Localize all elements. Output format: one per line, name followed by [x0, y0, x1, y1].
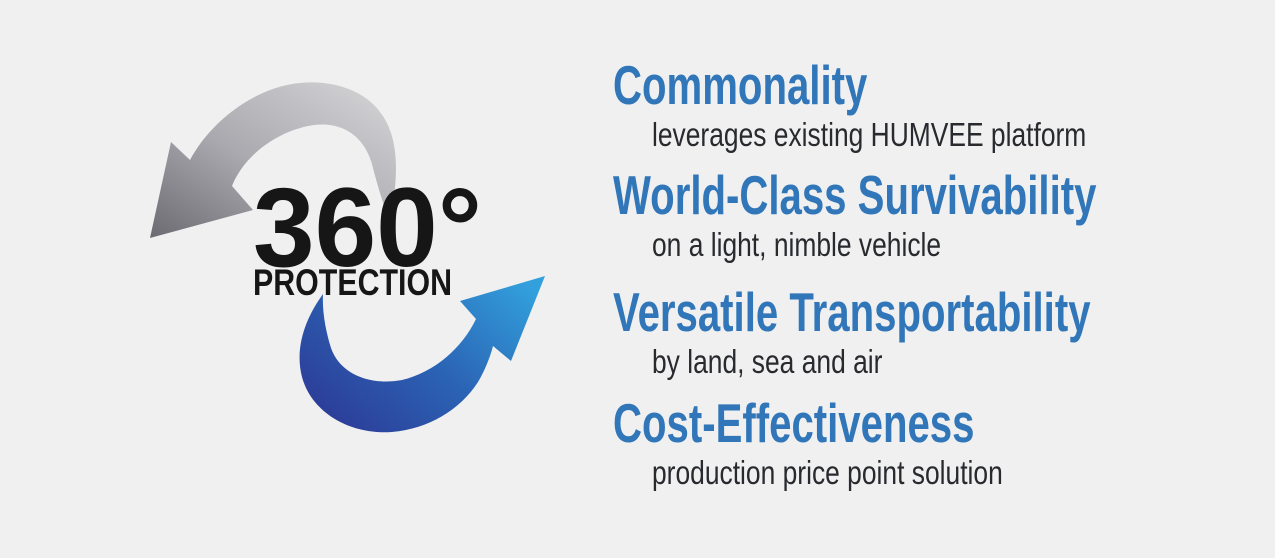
feature-title: Versatile Transportability [613, 281, 1091, 343]
feature-description: on a light, nimble vehicle [652, 226, 942, 263]
feature-description: leverages existing HUMVEE platform [652, 116, 1087, 153]
feature-world-class-survivability: World-Class Survivability on a light, ni… [613, 164, 1275, 263]
logo-subline-protection: PROTECTION [253, 262, 452, 303]
feature-description: by land, sea and air [652, 343, 883, 380]
logo-headline-360: 360° [253, 165, 482, 290]
feature-title: Cost-Effectiveness [613, 392, 975, 454]
feature-cost-effectiveness: Cost-Effectiveness production price poin… [613, 392, 1108, 491]
feature-commonality: Commonality leverages existing HUMVEE pl… [613, 54, 1195, 153]
feature-list: Commonality leverages existing HUMVEE pl… [613, 0, 1233, 558]
feature-description: production price point solution [652, 454, 1003, 491]
feature-title: Commonality [613, 54, 868, 116]
feature-title: World-Class Survivability [613, 164, 1097, 226]
feature-versatile-transportability: Versatile Transportability by land, sea … [613, 281, 1267, 380]
blue-curved-arrow-icon [299, 276, 545, 433]
360-protection-logo: 360° PROTECTION [150, 82, 545, 433]
gray-curved-arrow-icon [150, 82, 396, 238]
